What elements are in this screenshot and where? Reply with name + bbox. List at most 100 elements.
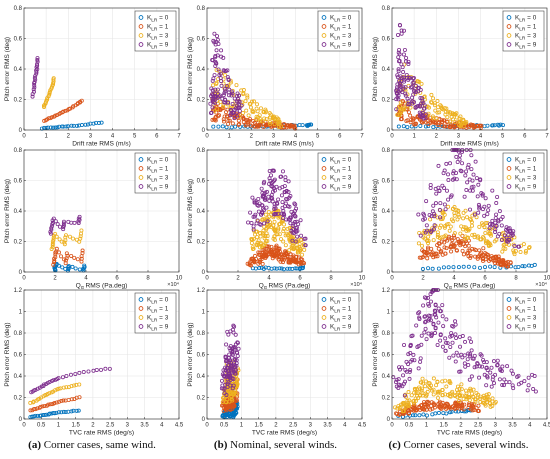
data-point (417, 413, 422, 418)
data-point (40, 404, 45, 409)
data-point (418, 356, 423, 361)
data-point (411, 76, 416, 81)
data-point (416, 212, 421, 217)
y-tick-label: 0 (387, 270, 391, 276)
data-point (269, 195, 274, 200)
data-point (490, 123, 495, 128)
data-point (291, 247, 296, 252)
x-tick-label: 3.5 (140, 423, 149, 429)
data-point (59, 410, 64, 415)
data-point (522, 264, 527, 269)
data-point (221, 93, 226, 98)
data-point (302, 247, 307, 252)
data-point (488, 404, 493, 409)
data-point (50, 245, 55, 250)
data-point (476, 202, 481, 207)
data-point (465, 165, 470, 170)
data-point (61, 221, 66, 226)
data-point (471, 172, 476, 177)
data-point (478, 123, 483, 128)
legend-label: KLR = 0 (330, 157, 352, 166)
data-point (438, 333, 443, 338)
data-point (271, 186, 276, 191)
data-point (219, 378, 224, 383)
data-point (436, 391, 441, 396)
data-point (395, 73, 400, 78)
data-point (63, 409, 68, 414)
data-point (228, 383, 233, 388)
data-point (442, 225, 447, 230)
data-point (260, 231, 265, 236)
data-point (467, 177, 472, 182)
data-point (273, 206, 278, 211)
data-point (489, 365, 494, 370)
data-point (464, 169, 469, 174)
data-point (252, 253, 257, 258)
data-point (227, 403, 232, 408)
legend-marker (321, 42, 327, 47)
data-point (430, 266, 435, 271)
y-tick-label: 0.2 (382, 396, 391, 402)
legend-label: KLR = 3 (515, 33, 537, 42)
data-point (432, 223, 437, 228)
data-point (458, 168, 463, 173)
data-point (422, 213, 427, 218)
data-point (279, 266, 284, 271)
data-point (442, 240, 447, 245)
y-tick-label: 0.6 (14, 37, 23, 43)
data-point (453, 400, 458, 405)
data-point (430, 406, 435, 411)
data-point (482, 372, 487, 377)
legend-marker (321, 33, 327, 38)
data-point (66, 124, 71, 129)
data-point (455, 159, 460, 164)
legend-label: KLR = 0 (330, 15, 352, 24)
data-point (429, 333, 434, 338)
data-point (436, 266, 441, 271)
data-point (473, 399, 478, 404)
data-point (420, 406, 425, 411)
data-point (460, 248, 465, 253)
x-tick-label: 3 (309, 423, 313, 429)
data-point (228, 113, 233, 118)
data-point (48, 125, 53, 130)
data-point (404, 55, 409, 60)
data-point (236, 122, 241, 127)
x-tick-label: 0 (205, 423, 209, 429)
data-point (69, 397, 74, 402)
data-point (454, 154, 459, 159)
data-point (427, 212, 432, 217)
y-tick-label: 0.4 (382, 67, 391, 73)
data-point (72, 255, 77, 260)
data-point (298, 237, 303, 242)
data-point (477, 224, 482, 229)
data-point (520, 264, 525, 269)
data-point (258, 117, 263, 122)
data-point (234, 392, 239, 397)
data-point (225, 75, 230, 80)
data-point (504, 260, 509, 265)
x-tick-label: 0.5 (405, 423, 414, 429)
data-point (499, 223, 504, 228)
chart-panel: 0 1 2 3 4 5 6 7 0 0.2 0.4 0.6 0.8 Drift rate RMS (m/s… (4, 6, 181, 148)
data-point (240, 111, 245, 116)
data-point (527, 245, 532, 250)
data-point (481, 359, 486, 364)
data-point (397, 78, 402, 83)
data-point (463, 339, 468, 344)
data-point (263, 212, 268, 217)
data-point (229, 395, 234, 400)
data-point (91, 121, 96, 126)
data-point (226, 121, 231, 126)
data-point (494, 237, 499, 242)
data-point (473, 397, 478, 402)
data-point (54, 400, 59, 405)
data-point (426, 247, 431, 252)
data-point (276, 209, 281, 214)
data-point (394, 107, 399, 112)
data-point (439, 402, 444, 407)
data-point (215, 53, 220, 58)
data-point (408, 120, 413, 125)
data-point (460, 334, 465, 339)
legend-label: KLR = 1 (330, 24, 352, 33)
